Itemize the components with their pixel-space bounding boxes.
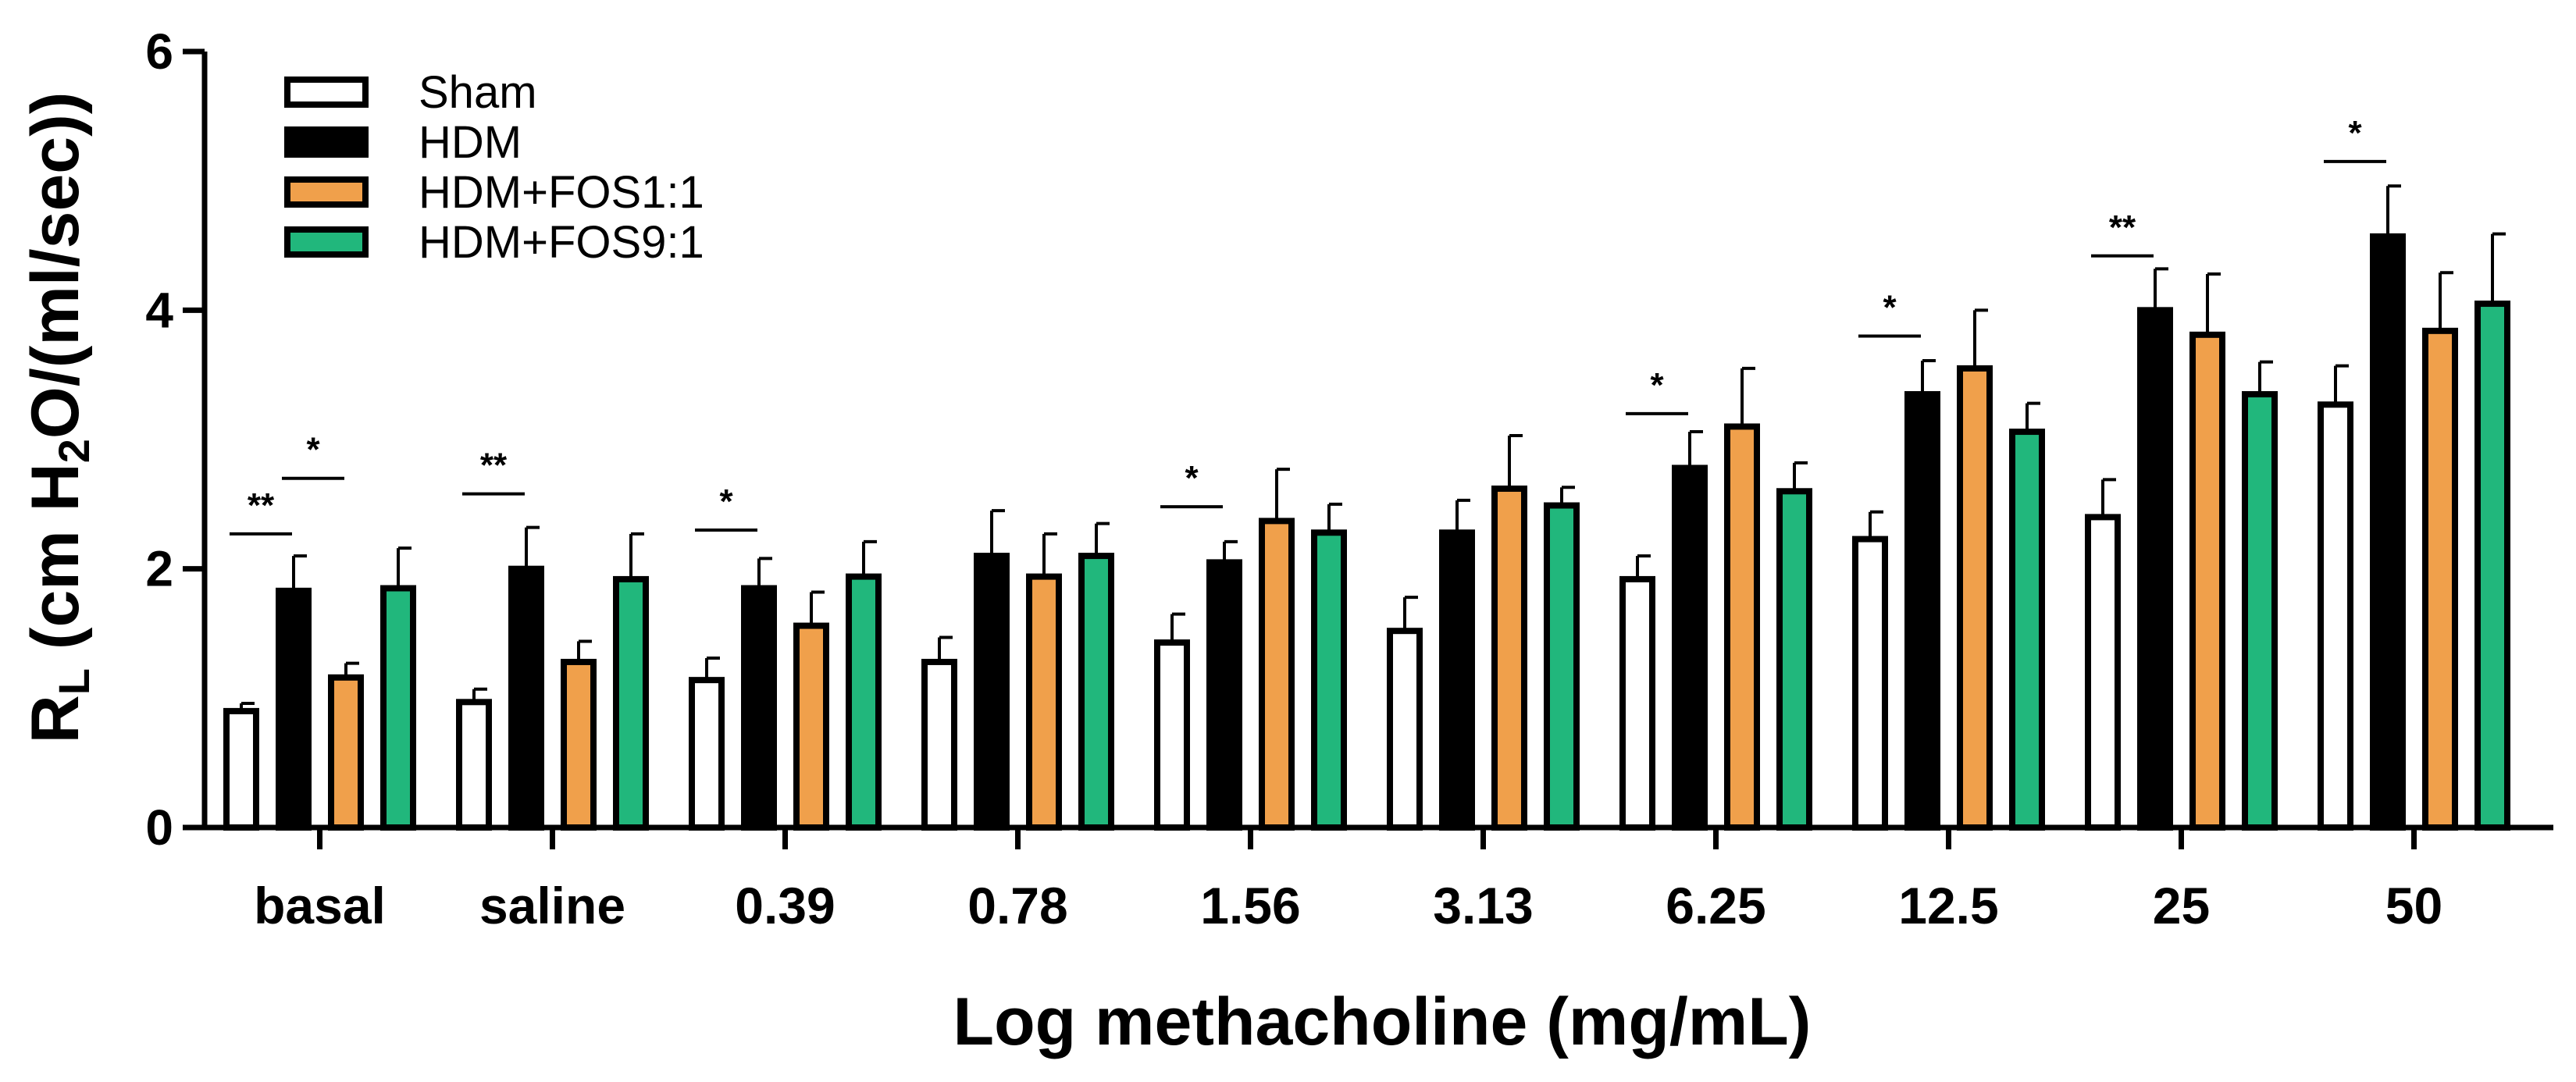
- legend-swatch: [284, 226, 369, 258]
- bar: [1619, 575, 1655, 831]
- legend-label: HDM+FOS1:1: [419, 167, 704, 218]
- bar: [2422, 327, 2458, 831]
- x-tick-label: 25: [2153, 877, 2210, 934]
- bar: [2370, 233, 2406, 831]
- bar: [1311, 529, 1347, 831]
- significance-label: *: [2348, 114, 2362, 152]
- y-tick-label: 4: [145, 282, 173, 338]
- bar: [846, 573, 882, 831]
- axis-titles: Log methacholine (mg/mL) RL (cm H2O/(ml/…: [18, 92, 1811, 1059]
- y-axis-title-subscript-2: 2: [49, 439, 98, 463]
- significance-label: **: [2109, 208, 2136, 247]
- x-tick-label: 0.78: [967, 877, 1067, 934]
- bar: [2474, 301, 2510, 831]
- x-tick-label: saline: [479, 877, 625, 934]
- bar: [328, 674, 364, 831]
- y-axis-title-main: R: [18, 695, 93, 743]
- bar: [276, 587, 312, 831]
- y-tick-label: 0: [145, 799, 173, 856]
- bar: [1852, 536, 1888, 831]
- x-tick-label: 6.25: [1666, 877, 1765, 934]
- y-tick-label: 2: [145, 541, 173, 597]
- y-axis-title-unit-rest: O/(ml/sec)): [18, 92, 93, 439]
- legend-swatch: [284, 126, 369, 158]
- bar: [2085, 514, 2121, 831]
- significance-label: *: [719, 482, 733, 521]
- significance-label: **: [480, 447, 508, 485]
- significance-label: *: [1650, 366, 1664, 404]
- significance-label: *: [306, 431, 320, 469]
- legend-label: HDM+FOS9:1: [419, 217, 704, 268]
- bar: [1491, 485, 1527, 831]
- bar: [2137, 307, 2173, 831]
- bar: [1724, 423, 1760, 831]
- bar: [1078, 553, 1114, 831]
- bars: [223, 184, 2510, 831]
- bar: [1672, 464, 1708, 831]
- bar: [689, 677, 725, 831]
- bar: [921, 658, 957, 831]
- legend-label: Sham: [419, 67, 537, 118]
- y-axis-title: RL (cm H2O/(ml/sec)): [18, 92, 98, 744]
- x-tick-label: 3.13: [1433, 877, 1533, 934]
- x-tick-label: 12.5: [1898, 877, 1998, 934]
- bar: [1387, 628, 1423, 831]
- bar: [508, 565, 544, 831]
- bar: [793, 622, 829, 831]
- y-axis-title-unit-open: (cm H: [18, 463, 93, 668]
- legend-swatch: [284, 77, 369, 108]
- x-tick-label: 0.39: [735, 877, 835, 934]
- bar: [1154, 639, 1190, 831]
- bar: [1259, 518, 1295, 831]
- legend-label: HDM: [419, 117, 522, 168]
- bar: [741, 585, 777, 831]
- significance-label: *: [1185, 459, 1199, 497]
- bar: [2242, 391, 2278, 831]
- x-tick-label: basal: [254, 877, 386, 934]
- y-axis-title-subscript-l: L: [49, 668, 98, 695]
- significance-label: *: [1883, 288, 1897, 326]
- significance-label: **: [248, 486, 275, 525]
- y-tick-label: 6: [145, 23, 173, 80]
- bar: [1957, 365, 1993, 831]
- bar: [1439, 529, 1475, 831]
- bar: [2009, 429, 2045, 831]
- bar: [1026, 573, 1062, 831]
- bar: [2318, 401, 2353, 831]
- bar: [1544, 502, 1580, 831]
- legend-swatch: [284, 176, 369, 208]
- x-axis-title: Log methacholine (mg/mL): [953, 984, 1812, 1059]
- bar: [1776, 488, 1812, 831]
- significance-markers: *** *********: [230, 114, 2386, 536]
- x-tick-label: 50: [2385, 877, 2442, 934]
- bar: [2189, 331, 2225, 831]
- bar: [561, 658, 597, 831]
- bar: [1904, 391, 1940, 831]
- bar: [1206, 559, 1242, 831]
- bar: [613, 575, 649, 831]
- bar: [223, 707, 259, 831]
- bar: [456, 699, 492, 831]
- x-tick-label: 1.56: [1200, 877, 1300, 934]
- bar: [974, 553, 1010, 831]
- bar: [380, 585, 416, 831]
